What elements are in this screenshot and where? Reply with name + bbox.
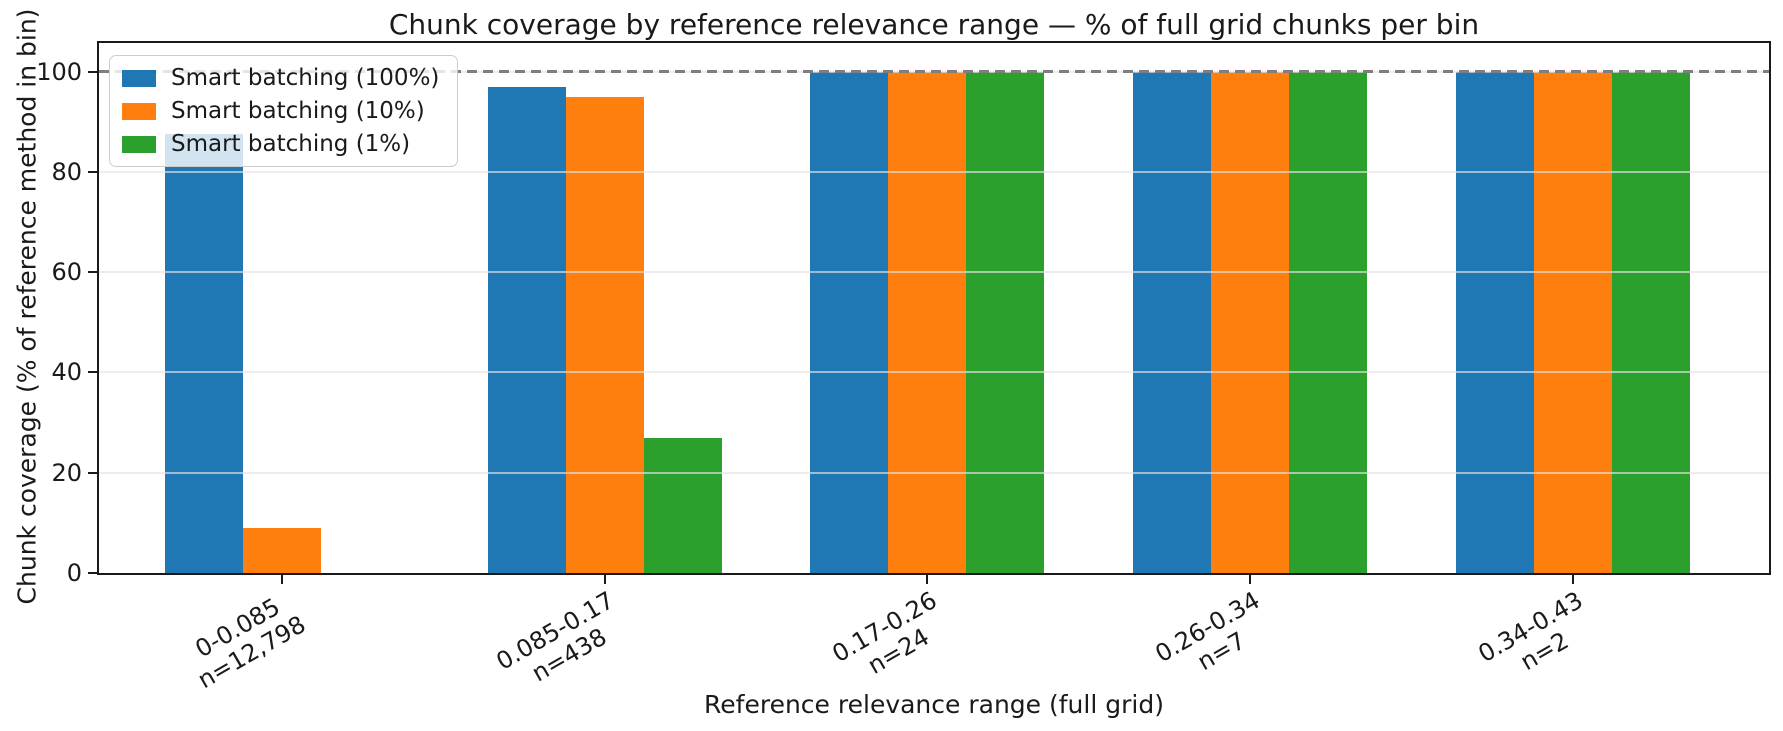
- gridline-y20: [99, 471, 1769, 474]
- bar: [810, 71, 889, 573]
- bar: [242, 527, 321, 573]
- bar: [1534, 71, 1613, 573]
- legend-label: Smart batching (100%): [171, 65, 440, 91]
- x-tick-label: 0.17-0.26 n=24: [827, 586, 955, 693]
- legend-item: Smart batching (100%): [122, 65, 439, 91]
- x-tick-mark: [926, 575, 929, 584]
- legend-item: Smart batching (10%): [122, 98, 439, 124]
- y-tick-mark: [88, 170, 98, 173]
- bar: [888, 71, 967, 573]
- bar: [1211, 71, 1290, 573]
- legend-swatch: [122, 135, 156, 153]
- plot-area: Smart batching (100%) Smart batching (10%…: [97, 41, 1771, 575]
- bar: [487, 86, 566, 573]
- bar: [966, 71, 1045, 573]
- y-tick-label: 60: [51, 258, 82, 287]
- bar: [1456, 71, 1535, 573]
- x-tick-mark: [603, 575, 606, 584]
- legend: Smart batching (100%) Smart batching (10%…: [109, 55, 459, 167]
- legend-label: Smart batching (1%): [171, 131, 411, 157]
- y-tick-mark: [88, 70, 98, 73]
- bar: [164, 134, 243, 573]
- y-tick-label: 20: [51, 458, 82, 487]
- x-tick-label: 0-0.085 n=12,798: [179, 586, 311, 695]
- gridline-y80: [99, 170, 1769, 173]
- x-tick-mark: [1572, 575, 1575, 584]
- bar: [1133, 71, 1212, 573]
- gridline-y40: [99, 371, 1769, 374]
- legend-swatch: [122, 102, 156, 120]
- y-tick-mark: [88, 271, 98, 274]
- x-tick-label: 0.085-0.17 n=438: [491, 586, 633, 700]
- bar: [643, 437, 722, 573]
- y-tick-label: 40: [51, 358, 82, 387]
- y-tick-label: 100: [36, 57, 82, 86]
- y-tick-mark: [88, 371, 98, 374]
- x-tick-mark: [280, 575, 283, 584]
- legend-item: Smart batching (1%): [122, 131, 439, 157]
- bar: [1612, 71, 1691, 573]
- x-tick-label: 0.26-0.34 n=7: [1150, 586, 1278, 693]
- chart-title: Chunk coverage by reference relevance ra…: [388, 8, 1480, 41]
- legend-swatch: [122, 69, 156, 87]
- x-tick-label: 0.34-0.43 n=2: [1473, 586, 1601, 693]
- y-tick-label: 0: [66, 559, 82, 587]
- legend-label: Smart batching (10%): [171, 98, 425, 124]
- y-tick-mark: [88, 471, 98, 474]
- bar: [565, 96, 644, 573]
- bar: [1289, 71, 1368, 573]
- y-axis-label-box: Chunk coverage (% of reference method in…: [6, 8, 48, 604]
- y-tick-label: 80: [51, 157, 82, 186]
- x-axis-label: Reference relevance range (full grid): [704, 690, 1164, 719]
- y-tick-mark: [88, 572, 98, 574]
- x-tick-mark: [1249, 575, 1252, 584]
- y-axis-label: Chunk coverage (% of reference method in…: [12, 8, 42, 604]
- reference-line-100pct: [99, 69, 1769, 73]
- gridline-y60: [99, 271, 1769, 274]
